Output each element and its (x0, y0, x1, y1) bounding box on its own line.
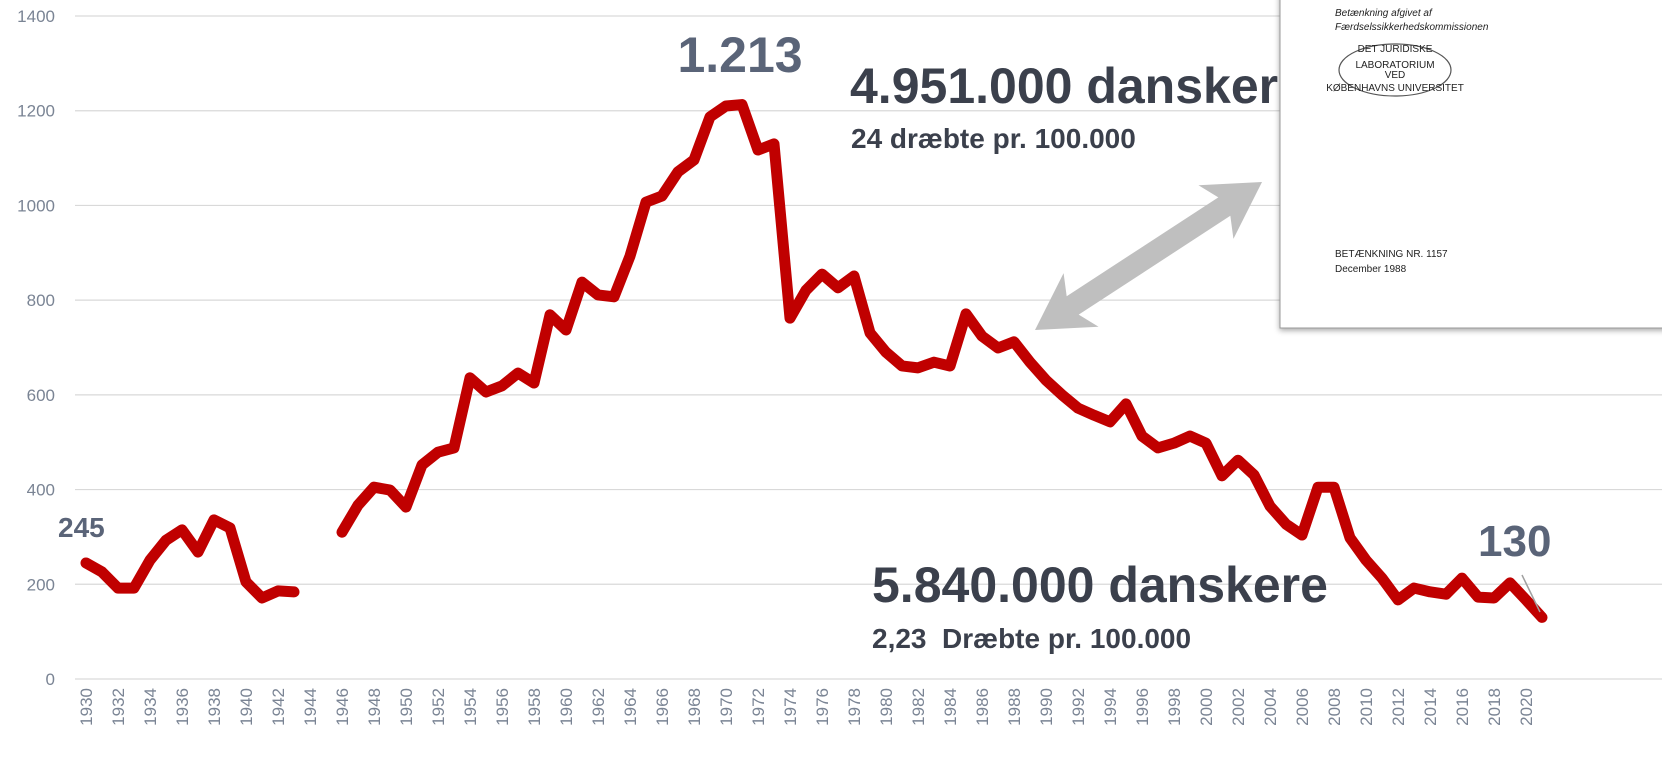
x-tick-label: 1988 (1005, 688, 1024, 726)
x-tick-label: 1944 (301, 688, 320, 726)
x-tick-label: 1972 (749, 688, 768, 726)
x-tick-label: 1996 (1133, 688, 1152, 726)
x-tick-label: 1940 (237, 688, 256, 726)
value-label: 1.213 (677, 27, 802, 83)
x-tick-label: 1932 (109, 688, 128, 726)
plot (80, 99, 1548, 623)
x-tick-label: 1930 (77, 688, 96, 726)
doc-text: KØBENHAVNS UNIVERSITET (1326, 83, 1464, 94)
x-tick-label: 1992 (1069, 688, 1088, 726)
y-tick-label: 800 (27, 291, 55, 310)
y-tick-label: 600 (27, 386, 55, 405)
x-tick-label: 2014 (1421, 688, 1440, 726)
x-tick-label: 1984 (941, 688, 960, 726)
x-tick-label: 1936 (173, 688, 192, 726)
x-tick-label: 1952 (429, 688, 448, 726)
x-tick-label: 1934 (141, 688, 160, 726)
x-tick-label: 1958 (525, 688, 544, 726)
doc-text: BETÆNKNING NR. 1157 (1335, 249, 1448, 260)
x-tick-label: 1942 (269, 688, 288, 726)
x-tick-label: 1966 (653, 688, 672, 726)
x-tick-label: 2006 (1293, 688, 1312, 726)
value-label: 245 (58, 512, 105, 543)
x-tick-label: 1994 (1101, 688, 1120, 726)
double-arrow (1035, 182, 1263, 330)
x-tick-label: 1968 (685, 688, 704, 726)
x-tick-label: 1986 (973, 688, 992, 726)
annotation: 2,23 Dræbte pr. 100.000 (872, 623, 1191, 654)
y-tick-label: 1000 (17, 196, 55, 215)
x-tick-label: 2004 (1261, 688, 1280, 726)
y-tick-label: 200 (27, 575, 55, 594)
x-tick-label: 1946 (333, 688, 352, 726)
doc-text: Færdselssikkerhedskommissionen (1335, 22, 1489, 33)
x-tick-label: 1948 (365, 688, 384, 726)
doc-text: LABORATORIUM (1355, 60, 1434, 71)
x-tick-label: 2010 (1357, 688, 1376, 726)
x-tick-label: 1960 (557, 688, 576, 726)
x-tick-label: 2020 (1517, 688, 1536, 726)
stamp (1338, 43, 1452, 97)
x-tick-label: 1938 (205, 688, 224, 726)
x-tick-label: 2008 (1325, 688, 1344, 726)
doc-text: DET JURIDISKE (1358, 44, 1433, 55)
x-tick-label: 1990 (1037, 688, 1056, 726)
x-tick-label: 1964 (621, 688, 640, 726)
document-inset: Betænkning afgivet af Færdselssikkerheds… (1279, 0, 1662, 329)
x-tick-label: 1978 (845, 688, 864, 726)
x-tick-label: 1962 (589, 688, 608, 726)
doc-text: Betænkning afgivet af (1335, 8, 1433, 19)
x-tick-label: 1956 (493, 688, 512, 726)
y-tick-label: 400 (27, 481, 55, 500)
x-tick-label: 1982 (909, 688, 928, 726)
x-tick-label: 2000 (1197, 688, 1216, 726)
y-tick-label: 1400 (17, 7, 55, 26)
x-tick-label: 1970 (717, 688, 736, 726)
data-line (80, 514, 300, 604)
x-tick-label: 2002 (1229, 688, 1248, 726)
x-tick-label: 1980 (877, 688, 896, 726)
y-tick-label: 1200 (17, 102, 55, 121)
document-page (1279, 0, 1662, 329)
x-tick-label: 1998 (1165, 688, 1184, 726)
doc-text: VED (1385, 70, 1406, 81)
leader-line (1521, 574, 1541, 613)
x-tick-label: 2012 (1389, 688, 1408, 726)
y-tick-label: 0 (46, 670, 55, 689)
annotation: 4.951.000 danskere (850, 58, 1306, 114)
x-tick-label: 1954 (461, 688, 480, 726)
annotation: 24 dræbte pr. 100.000 (851, 123, 1136, 154)
x-tick-label: 2018 (1485, 688, 1504, 726)
x-tick-label: 1974 (781, 688, 800, 726)
value-label: 130 (1478, 517, 1551, 566)
x-tick-label: 2016 (1453, 688, 1472, 726)
x-tick-label: 1976 (813, 688, 832, 726)
data-line (336, 99, 1548, 623)
annotation: 5.840.000 danskere (872, 557, 1328, 613)
x-tick-label: 1950 (397, 688, 416, 726)
doc-text: December 1988 (1335, 264, 1407, 275)
